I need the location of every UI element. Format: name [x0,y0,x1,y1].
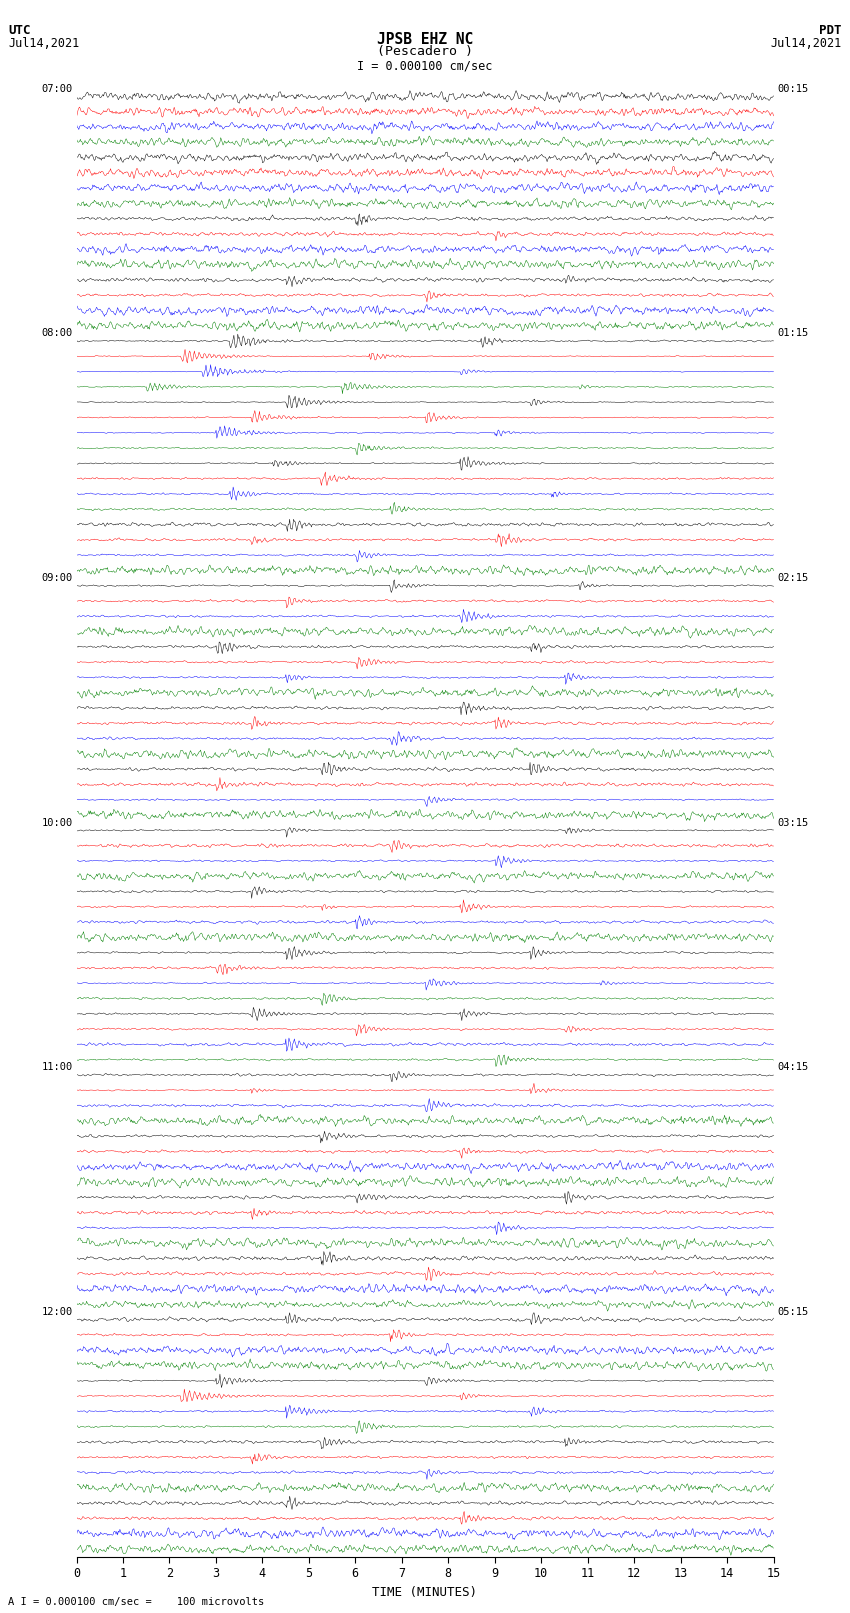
Text: 12:00: 12:00 [42,1307,73,1316]
Text: 02:15: 02:15 [777,573,808,582]
Text: JPSB EHZ NC: JPSB EHZ NC [377,32,473,47]
Text: 05:15: 05:15 [777,1307,808,1316]
Text: 07:00: 07:00 [42,84,73,94]
Text: A I = 0.000100 cm/sec =    100 microvolts: A I = 0.000100 cm/sec = 100 microvolts [8,1597,264,1607]
Text: I = 0.000100 cm/sec: I = 0.000100 cm/sec [357,60,493,73]
Text: 03:15: 03:15 [777,818,808,827]
X-axis label: TIME (MINUTES): TIME (MINUTES) [372,1586,478,1598]
Text: Jul14,2021: Jul14,2021 [770,37,842,50]
Text: UTC: UTC [8,24,31,37]
Text: (Pescadero ): (Pescadero ) [377,45,473,58]
Text: 11:00: 11:00 [42,1063,73,1073]
Text: 09:00: 09:00 [42,573,73,582]
Text: 04:15: 04:15 [777,1063,808,1073]
Text: 00:15: 00:15 [777,84,808,94]
Text: 08:00: 08:00 [42,329,73,339]
Text: 01:15: 01:15 [777,329,808,339]
Text: PDT: PDT [819,24,842,37]
Text: Jul14,2021: Jul14,2021 [8,37,80,50]
Text: 10:00: 10:00 [42,818,73,827]
